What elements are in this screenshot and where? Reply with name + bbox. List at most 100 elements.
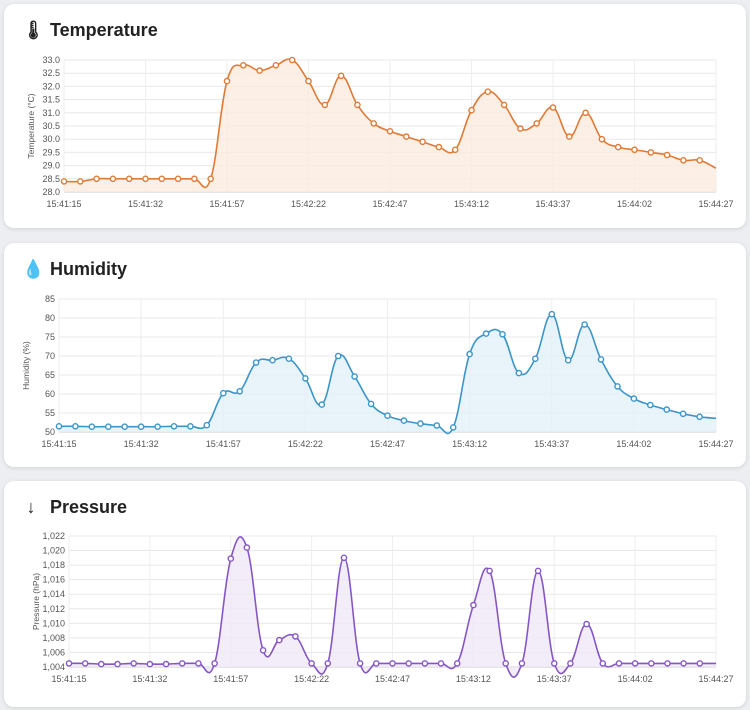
humidity-data-point[interactable] (532, 355, 539, 362)
pressure-data-point[interactable] (518, 660, 526, 667)
temperature-data-point[interactable] (142, 175, 149, 183)
pressure-data-point[interactable] (98, 660, 105, 668)
humidity-data-point[interactable] (614, 383, 621, 390)
temperature-data-point[interactable] (484, 88, 492, 95)
temperature-data-point[interactable] (93, 175, 100, 183)
temperature-data-point[interactable] (517, 125, 524, 132)
temperature-data-point[interactable] (451, 146, 459, 154)
pressure-data-point[interactable] (356, 660, 364, 667)
humidity-data-point[interactable] (137, 423, 145, 430)
pressure-data-point[interactable] (130, 660, 137, 667)
humidity-data-point[interactable] (72, 422, 79, 430)
pressure-data-point[interactable] (664, 660, 671, 667)
temperature-data-point[interactable] (533, 120, 541, 127)
pressure-data-point[interactable] (65, 660, 73, 667)
temperature-data-point[interactable] (60, 178, 68, 185)
pressure-data-point[interactable] (453, 660, 461, 667)
temperature-data-point[interactable] (174, 175, 182, 183)
humidity-data-point[interactable] (597, 356, 605, 363)
humidity-data-point[interactable] (482, 330, 490, 337)
humidity-data-point[interactable] (449, 424, 457, 431)
temperature-data-point[interactable] (549, 104, 557, 111)
humidity-data-point[interactable] (219, 389, 227, 397)
temperature-data-point[interactable] (370, 120, 378, 127)
temperature-data-point[interactable] (191, 175, 198, 183)
pressure-data-point[interactable] (631, 660, 639, 667)
humidity-data-point[interactable] (581, 321, 588, 328)
temperature-data-point[interactable] (468, 106, 475, 114)
humidity-data-point[interactable] (170, 422, 178, 430)
humidity-data-point[interactable] (252, 359, 260, 366)
temperature-data-point[interactable] (207, 175, 214, 183)
pressure-data-point[interactable] (389, 660, 396, 667)
humidity-data-point[interactable] (696, 413, 703, 421)
humidity-data-point[interactable] (334, 352, 342, 360)
temperature-data-point[interactable] (109, 175, 117, 183)
pressure-data-point[interactable] (470, 601, 477, 609)
temperature-data-point[interactable] (419, 138, 426, 146)
humidity-data-point[interactable] (548, 310, 556, 318)
humidity-data-point[interactable] (302, 375, 309, 382)
humidity-data-point[interactable] (285, 355, 293, 362)
humidity-data-point[interactable] (121, 423, 128, 430)
humidity-data-point[interactable] (515, 369, 523, 377)
temperature-data-point[interactable] (680, 156, 687, 164)
humidity-data-point[interactable] (499, 331, 506, 338)
pressure-data-point[interactable] (372, 660, 380, 667)
humidity-data-point[interactable] (384, 412, 391, 419)
humidity-data-point[interactable] (269, 356, 276, 364)
humidity-data-point[interactable] (564, 356, 572, 364)
humidity-data-point[interactable] (466, 350, 473, 358)
humidity-data-point[interactable] (55, 422, 63, 430)
pressure-data-point[interactable] (227, 555, 235, 562)
pressure-data-point[interactable] (534, 567, 542, 575)
temperature-data-point[interactable] (239, 62, 247, 69)
pressure-chart[interactable]: 1,022 1,020 1,018 1,016 1,014 1,012 1,010 1,008… (4, 481, 746, 707)
pressure-data-point[interactable] (211, 660, 218, 667)
pressure-data-point[interactable] (308, 660, 315, 667)
temperature-data-point[interactable] (288, 56, 296, 64)
pressure-data-point[interactable] (259, 646, 267, 654)
humidity-data-point[interactable] (351, 373, 358, 380)
temperature-data-point[interactable] (223, 77, 231, 85)
pressure-data-point[interactable] (615, 660, 623, 667)
temperature-data-point[interactable] (256, 67, 263, 74)
pressure-data-point[interactable] (275, 636, 283, 644)
temperature-data-point[interactable] (566, 133, 573, 140)
pressure-data-point[interactable] (243, 544, 251, 551)
pressure-data-point[interactable] (421, 660, 429, 667)
pressure-data-point[interactable] (599, 660, 607, 667)
pressure-data-point[interactable] (292, 633, 299, 640)
pressure-data-point[interactable] (81, 660, 89, 667)
temperature-data-point[interactable] (337, 72, 345, 80)
temperature-data-point[interactable] (500, 101, 508, 109)
pressure-data-point[interactable] (567, 660, 574, 667)
pressure-data-point[interactable] (696, 660, 704, 667)
temperature-data-point[interactable] (663, 151, 671, 159)
humidity-data-point[interactable] (105, 423, 112, 430)
humidity-data-point[interactable] (630, 395, 638, 402)
temperature-data-point[interactable] (598, 135, 606, 143)
humidity-data-point[interactable] (318, 401, 326, 408)
humidity-data-point[interactable] (400, 417, 408, 424)
humidity-data-point[interactable] (417, 420, 424, 427)
humidity-data-point[interactable] (88, 423, 96, 430)
temperature-data-point[interactable] (272, 62, 280, 69)
humidity-data-point[interactable] (433, 422, 441, 429)
humidity-data-point[interactable] (154, 423, 161, 430)
humidity-data-point[interactable] (203, 421, 211, 429)
pressure-data-point[interactable] (340, 554, 348, 562)
pressure-data-point[interactable] (146, 660, 154, 668)
temperature-data-point[interactable] (77, 178, 84, 185)
pressure-data-point[interactable] (195, 660, 202, 667)
pressure-data-point[interactable] (114, 660, 121, 668)
humidity-chart[interactable]: 85 80 75 70 65 60 55 50 15:41:15 15:41:32 15:41:57… (4, 243, 746, 467)
pressure-data-point[interactable] (486, 567, 493, 575)
temperature-chart[interactable]: 33.0 32.5 32.0 31.5 31.0 30.5 30.0 29.5 29.0 28.5… (4, 4, 746, 228)
temperature-data-point[interactable] (305, 77, 312, 85)
temperature-data-point[interactable] (435, 143, 443, 151)
humidity-data-point[interactable] (187, 422, 194, 430)
humidity-data-point[interactable] (367, 400, 375, 408)
temperature-data-point[interactable] (386, 128, 394, 135)
pressure-data-point[interactable] (648, 660, 655, 667)
